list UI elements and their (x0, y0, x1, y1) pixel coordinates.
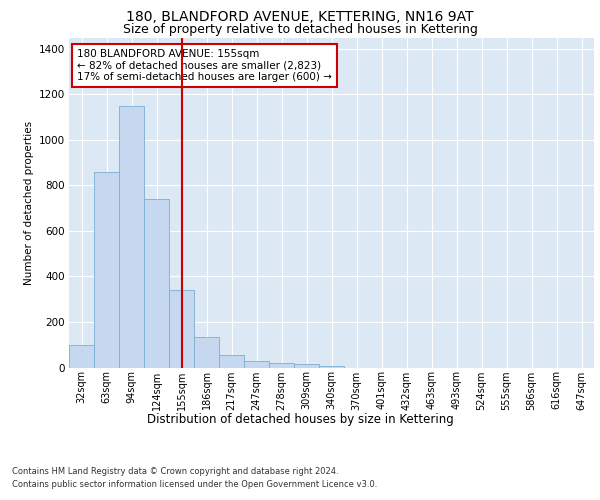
Y-axis label: Number of detached properties: Number of detached properties (25, 120, 34, 284)
Text: 180, BLANDFORD AVENUE, KETTERING, NN16 9AT: 180, BLANDFORD AVENUE, KETTERING, NN16 9… (126, 10, 474, 24)
Bar (144, 199, 169, 368)
Bar (219, 355, 244, 368)
Text: 180 BLANDFORD AVENUE: 155sqm
← 82% of detached houses are smaller (2,823)
17% of: 180 BLANDFORD AVENUE: 155sqm ← 82% of de… (77, 49, 332, 82)
Bar (194, 337, 219, 368)
Bar (319, 366, 344, 368)
Bar (294, 364, 319, 368)
Bar (119, 106, 144, 368)
Bar (94, 172, 119, 368)
Text: Contains public sector information licensed under the Open Government Licence v3: Contains public sector information licen… (12, 480, 377, 489)
Bar (169, 290, 194, 368)
Bar (69, 344, 94, 368)
Bar (269, 363, 294, 368)
Text: Contains HM Land Registry data © Crown copyright and database right 2024.: Contains HM Land Registry data © Crown c… (12, 468, 338, 476)
Text: Distribution of detached houses by size in Kettering: Distribution of detached houses by size … (146, 412, 454, 426)
Text: Size of property relative to detached houses in Kettering: Size of property relative to detached ho… (122, 22, 478, 36)
Bar (244, 361, 269, 368)
